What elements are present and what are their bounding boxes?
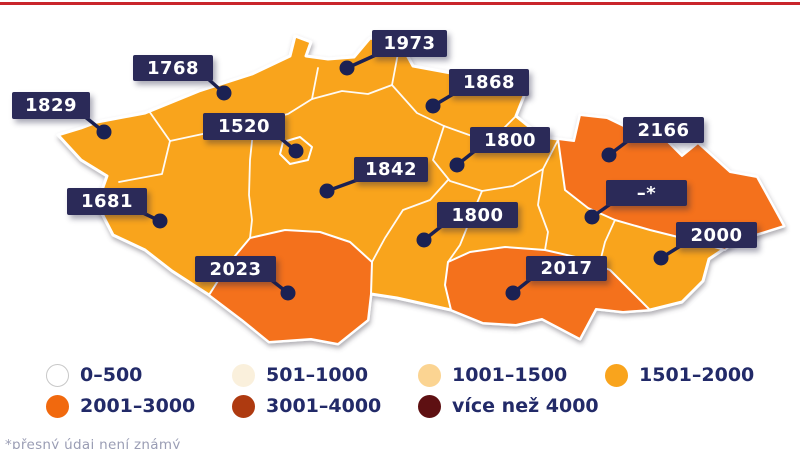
- map-value-label: 1829: [12, 92, 90, 119]
- marker-dot: [216, 85, 232, 101]
- map-value-label: 1868: [449, 69, 529, 96]
- legend-label: 1501–2000: [639, 364, 755, 386]
- legend-label: více než 4000: [452, 395, 599, 417]
- marker-dot: [280, 285, 296, 301]
- map-value-label: 1842: [354, 157, 428, 182]
- legend-item: 501–1000: [232, 363, 418, 387]
- legend-label: 2001–3000: [80, 395, 196, 417]
- legend-item: 1001–1500: [418, 363, 605, 387]
- marker-dot: [152, 213, 168, 229]
- legend-item: 1501–2000: [605, 363, 795, 387]
- legend-label: 501–1000: [266, 364, 369, 386]
- legend-color-swatch: [46, 394, 69, 418]
- marker-dot: [449, 157, 465, 173]
- legend-label: 0–500: [80, 364, 143, 386]
- legend-color-swatch: [418, 363, 441, 387]
- map-value-label: 1973: [372, 30, 447, 57]
- legend-color-swatch: [46, 363, 69, 387]
- legend-item: více než 4000: [418, 394, 605, 418]
- map-value-label: 2023: [195, 256, 276, 282]
- legend-item: 0–500: [46, 363, 232, 387]
- map-value-label: 1800: [470, 127, 550, 153]
- map-value-label: 1520: [203, 113, 285, 140]
- marker-dot: [288, 143, 304, 159]
- map-value-label: 2000: [676, 222, 757, 248]
- legend-label: 3001–4000: [266, 395, 382, 417]
- marker-dot: [96, 124, 112, 140]
- legend: 0–500 501–1000 1001–1500 1501–2000 2001–3000…: [46, 363, 795, 418]
- map-value-label: –*: [606, 180, 687, 206]
- marker-dot: [505, 285, 521, 301]
- footnote: *přesný údaj není známý: [5, 437, 181, 449]
- legend-label: 1001–1500: [452, 364, 568, 386]
- marker-dot: [584, 209, 600, 225]
- legend-item: 2001–3000: [46, 394, 232, 418]
- map-value-label: 1768: [133, 55, 213, 81]
- top-divider-line: [0, 2, 800, 5]
- marker-dot: [653, 250, 669, 266]
- legend-color-swatch: [418, 394, 441, 418]
- marker-dot: [601, 147, 617, 163]
- map-value-label: 2166: [623, 117, 704, 143]
- marker-dot: [339, 60, 355, 76]
- legend-color-swatch: [232, 394, 255, 418]
- map-value-label: 1800: [437, 202, 518, 228]
- marker-dot: [416, 232, 432, 248]
- marker-dot: [425, 98, 441, 114]
- legend-item: 3001–4000: [232, 394, 418, 418]
- map-value-label: 2017: [526, 256, 607, 281]
- map-value-label: 1681: [67, 188, 147, 215]
- legend-color-swatch: [605, 363, 628, 387]
- marker-dot: [319, 183, 335, 199]
- legend-color-swatch: [232, 363, 255, 387]
